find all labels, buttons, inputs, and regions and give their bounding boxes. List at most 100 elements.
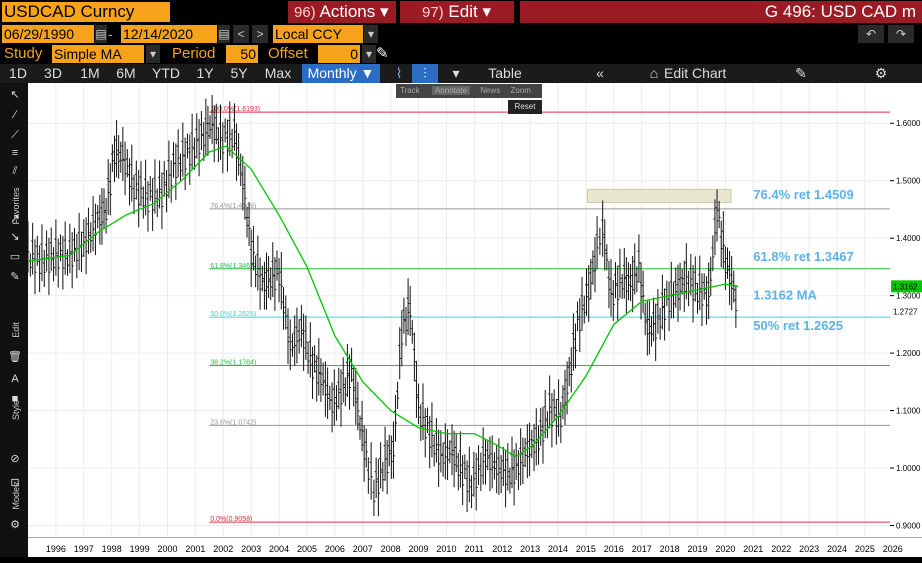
y-tick-label: 1.3000 (896, 292, 921, 301)
start-date-field[interactable]: 06/29/1990 (2, 25, 94, 43)
drawing-sidebar: ↖ ∕ ⟋ ≡ ⫽ Favorites ↗ ↘ ▭ ✎ Edit 🗑 A ■ S… (0, 83, 28, 557)
chevron-left-icon[interactable]: < (233, 25, 249, 43)
mode-tool-icon[interactable]: ⊡ (10, 477, 20, 489)
annotation-label: 76.4% ret 1.4509 (753, 187, 853, 202)
undo-icon[interactable]: ↶ (858, 25, 884, 43)
ruler-tool-icon[interactable]: ⊘ (10, 453, 20, 465)
annotation-label: 61.8% ret 1.3467 (753, 249, 853, 264)
edit-number: 97) (422, 4, 444, 21)
y-tick-label: 1.2000 (896, 349, 921, 358)
x-tick-label: 2017 (632, 544, 652, 554)
draw-icon[interactable]: ✎ (795, 65, 807, 81)
chevron-down-icon[interactable]: ▾ (362, 45, 376, 63)
text-tool-icon[interactable]: A (11, 373, 19, 385)
ticker-field[interactable]: USDCAD Curncy (2, 2, 170, 22)
chart-tool-menu: Track Annotate News Zoom Reset (396, 84, 542, 114)
ma-value-tag-bg (891, 280, 922, 293)
pen-tool-icon[interactable]: ✎ (10, 271, 20, 283)
line-chart-icon[interactable]: ⌇ (395, 65, 403, 81)
x-tick-label: 2002 (213, 544, 233, 554)
fib-level-label: 100.0%(1.6193) (210, 106, 260, 113)
trash-icon[interactable]: 🗑 (8, 351, 22, 363)
fill-tool-icon[interactable]: ■ (11, 393, 19, 405)
zoom-option[interactable]: Zoom (510, 86, 531, 95)
study-bar: Study Simple MA ▾ Period 50 Offset 0 ▾ ✎ (0, 44, 922, 64)
period-field[interactable]: 50 (226, 45, 258, 63)
fib-level-label: 23.6%(1.0742) (210, 419, 256, 426)
shape-tool-icon[interactable]: ▭ (9, 251, 21, 263)
calendar-icon[interactable]: ▤ (218, 25, 230, 43)
x-tick-label: 2013 (520, 544, 540, 554)
actions-menu-button[interactable]: 96) Actions ▾ (288, 1, 396, 23)
reset-button[interactable]: Reset (508, 100, 542, 114)
cursor-icon[interactable]: ↖ (10, 89, 20, 101)
period-label: Period (172, 45, 216, 62)
x-tick-label: 2020 (715, 544, 735, 554)
ray-tool-icon[interactable]: ⟋ (11, 129, 19, 141)
edit-label: Edit (11, 322, 21, 338)
chevron-down-icon[interactable]: ▾ (146, 45, 160, 63)
chart-title: G 496: USD CAD m (520, 1, 922, 23)
tab-max[interactable]: Max (264, 65, 292, 81)
arrow-tool-icon[interactable]: ↘ (10, 231, 20, 243)
annotate-option[interactable]: Annotate (431, 86, 470, 95)
news-option[interactable]: News (480, 86, 501, 95)
channel-tool-icon[interactable]: ⫽ (12, 165, 18, 177)
edit-chart-button[interactable]: Edit Chart (664, 65, 727, 81)
x-tick-label: 2026 (883, 544, 903, 554)
fib-level-label: 61.8%(1.3467) (210, 263, 256, 270)
offset-label: Offset (268, 45, 308, 62)
tab-ytd[interactable]: YTD (152, 65, 180, 81)
chevron-down-icon[interactable]: ▾ (452, 65, 460, 81)
line-tool-icon[interactable]: ∕ (14, 109, 16, 121)
x-tick-label: 2004 (269, 544, 289, 554)
collapse-icon[interactable]: « (596, 65, 604, 81)
study-select[interactable]: Simple MA (52, 45, 144, 63)
settings-tool-icon[interactable]: ⚙ (10, 519, 20, 531)
trend-tool-icon[interactable]: ↗ (10, 213, 20, 225)
frequency-select[interactable]: Monthly ▼ (302, 64, 380, 83)
edit-menu-button[interactable]: 97) Edit ▾ (400, 1, 514, 23)
x-tick-label: 2007 (353, 544, 373, 554)
redo-icon[interactable]: ↷ (888, 25, 914, 43)
calendar-icon[interactable]: ▤ (95, 25, 107, 43)
pencil-icon[interactable]: ✎ (376, 45, 389, 62)
annotation-label: 1.3162 MA (753, 287, 817, 302)
tab-3d[interactable]: 3D (44, 65, 62, 81)
table-button[interactable]: Table (488, 65, 522, 81)
moving-average-line (27, 145, 739, 458)
tab-1m[interactable]: 1M (80, 65, 100, 81)
tab-6m[interactable]: 6M (116, 65, 136, 81)
gear-icon[interactable]: ⚙ (874, 65, 888, 81)
x-tick-label: 2023 (799, 544, 819, 554)
end-date-field[interactable]: 12/14/2020 (121, 25, 217, 43)
chevron-down-icon[interactable]: ▾ (364, 25, 378, 43)
y-tick-label: 1.4000 (896, 234, 921, 243)
tool-menu-bar: Track Annotate News Zoom (396, 84, 542, 98)
actions-label: Actions ▾ (319, 2, 389, 21)
track-option[interactable]: Track (400, 86, 420, 95)
style-label: Style (11, 400, 21, 421)
x-axis-svg: 1996 1997 1998 1999 2000 2001 2002 2003 2004 2005… (46, 544, 903, 554)
currency-select[interactable]: Local CCY (273, 25, 363, 43)
annotation-label: 50% ret 1.2625 (753, 318, 843, 333)
fib-level-label: 38.2%(1.1784) (210, 360, 256, 367)
bar-chart-icon[interactable]: ⫶ (412, 64, 438, 83)
tab-1y[interactable]: 1Y (196, 65, 214, 81)
offset-field[interactable]: 0 (318, 45, 360, 63)
fib-tool-icon[interactable]: ≡ (11, 147, 19, 159)
x-tick-label: 2011 (465, 544, 484, 554)
tab-5y[interactable]: 5Y (230, 65, 248, 81)
x-tick-label: 2024 (827, 544, 847, 554)
x-tick-label: 2014 (548, 544, 568, 554)
modes-label: Modes (11, 482, 21, 510)
title-bar: USDCAD Curncy 96) Actions ▾ 97) Edit ▾ G… (0, 0, 922, 24)
x-tick-label: 1999 (130, 544, 150, 554)
last-price-tag: 1.2727 (893, 307, 918, 316)
x-tick-label: 2010 (436, 544, 456, 554)
chart-plot-area[interactable]: 100.0%(1.6193) 76.4%(1.4509) 61.8%(1.3467)… (26, 83, 894, 537)
chevron-right-icon[interactable]: > (252, 25, 268, 43)
y-axis-svg: 1.6000 1.5000 1.4000 1.3000 1.2000 1.1000 1.00… (890, 119, 922, 531)
tab-1d[interactable]: 1D (9, 65, 27, 81)
last-price-tag-bg (891, 305, 922, 318)
